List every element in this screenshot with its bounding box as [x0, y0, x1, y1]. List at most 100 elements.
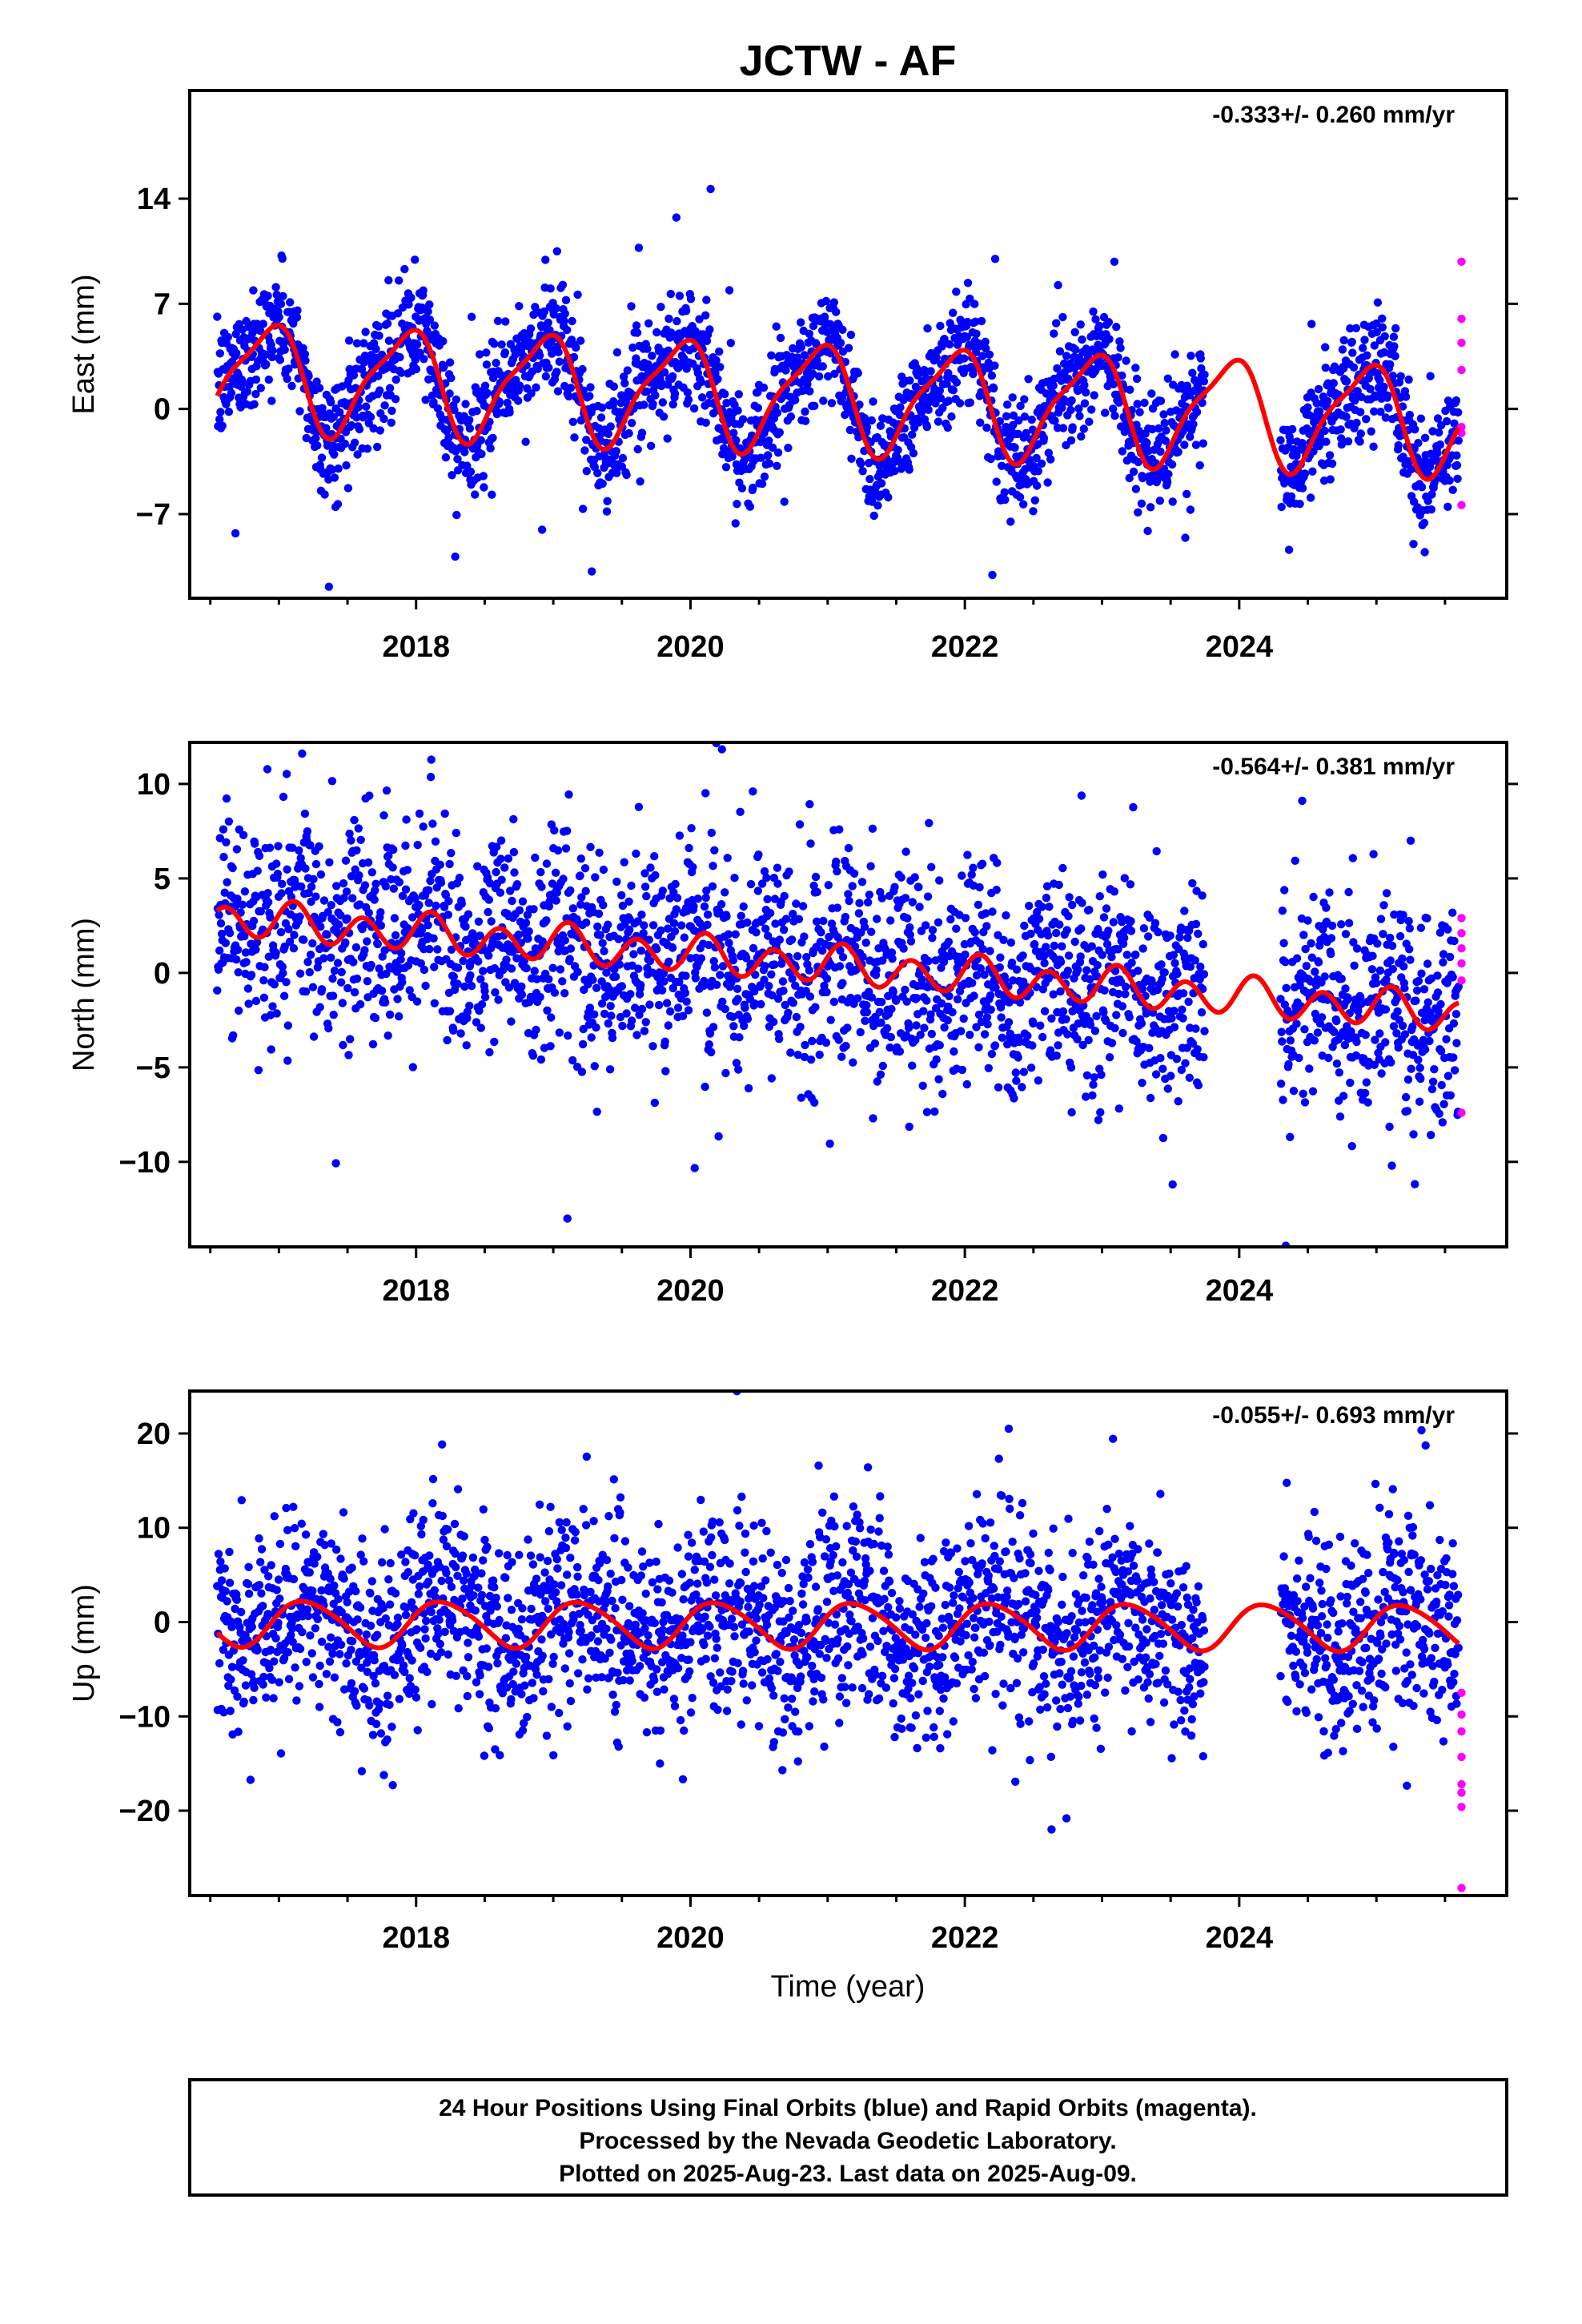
final-orbit-point	[315, 1003, 324, 1011]
x-tick-label: 2022	[931, 630, 999, 664]
final-orbit-point	[351, 865, 359, 874]
final-orbit-point	[889, 987, 897, 996]
final-orbit-point	[1291, 856, 1299, 866]
final-orbit-point	[1199, 377, 1209, 386]
final-orbit-point	[949, 308, 958, 317]
final-orbit-point	[632, 328, 642, 337]
final-orbit-point	[1337, 975, 1347, 983]
final-orbit-point	[771, 919, 780, 928]
final-orbit-point	[652, 945, 661, 954]
final-orbit-point	[905, 923, 914, 932]
final-orbit-point	[509, 814, 518, 824]
final-orbit-point	[809, 881, 818, 891]
final-orbit-point	[773, 461, 781, 470]
final-orbit-point	[255, 851, 264, 861]
final-orbit-point	[753, 404, 762, 412]
final-orbit-point	[544, 364, 553, 372]
final-orbit-point	[618, 901, 628, 911]
final-orbit-point	[797, 318, 805, 327]
final-orbit-point	[445, 1007, 455, 1015]
final-orbit-point	[515, 381, 524, 390]
final-orbit-point	[447, 373, 456, 383]
final-orbit-point	[969, 369, 978, 379]
final-orbit-point	[1393, 1007, 1402, 1016]
final-orbit-point	[436, 879, 446, 887]
final-orbit-point	[416, 959, 425, 968]
final-orbit-point	[1186, 352, 1195, 360]
final-orbit-point	[648, 1042, 657, 1051]
final-orbit-point	[278, 879, 287, 889]
final-orbit-point	[892, 996, 901, 1005]
final-orbit-point	[784, 605, 792, 613]
final-orbit-point	[701, 789, 710, 798]
final-orbit-point	[219, 852, 228, 862]
final-orbit-point	[360, 946, 369, 955]
rapid-orbit-point	[1457, 257, 1466, 266]
final-orbit-point	[873, 915, 881, 923]
final-orbit-point	[1126, 917, 1135, 926]
final-orbit-point	[981, 337, 990, 346]
final-orbit-point	[1050, 941, 1059, 951]
final-orbit-point	[530, 967, 539, 975]
final-orbit-point	[384, 336, 394, 345]
final-orbit-point	[805, 800, 814, 809]
final-orbit-point	[1363, 1098, 1372, 1107]
final-orbit-point	[521, 919, 531, 927]
final-orbit-point	[1337, 440, 1347, 449]
final-orbit-point	[606, 422, 615, 431]
final-orbit-point	[1338, 345, 1347, 354]
final-orbit-point	[1443, 1072, 1453, 1080]
final-orbit-point	[1278, 1037, 1287, 1046]
final-orbit-point	[691, 974, 700, 983]
final-orbit-point	[928, 926, 938, 935]
final-orbit-point	[1046, 455, 1055, 464]
final-orbit-point	[395, 878, 404, 887]
final-orbit-point	[935, 876, 944, 885]
final-orbit-point	[1192, 408, 1202, 416]
final-orbit-point	[697, 377, 706, 387]
final-orbit-point	[1177, 1065, 1186, 1075]
final-orbit-point	[605, 1065, 615, 1074]
final-orbit-point	[650, 852, 659, 861]
final-orbit-point	[832, 308, 841, 316]
final-orbit-point	[1302, 962, 1311, 971]
final-orbit-point	[1389, 1022, 1399, 1031]
final-orbit-point	[1411, 425, 1419, 434]
final-orbit-point	[710, 963, 720, 972]
final-orbit-point	[350, 987, 359, 997]
final-orbit-point	[632, 1031, 641, 1039]
final-orbit-point	[1386, 360, 1395, 369]
final-orbit-point	[721, 463, 731, 472]
final-orbit-point	[379, 414, 388, 424]
final-orbit-point	[1040, 959, 1049, 967]
final-orbit-point	[944, 396, 954, 405]
final-orbit-point	[837, 1052, 846, 1061]
final-orbit-point	[1181, 1059, 1190, 1068]
final-orbit-point	[1110, 257, 1119, 266]
final-orbit-point	[818, 362, 827, 371]
final-orbit-point	[457, 899, 466, 908]
final-orbit-point	[906, 937, 916, 946]
final-orbit-point	[1383, 391, 1392, 400]
final-orbit-point	[982, 1013, 992, 1022]
final-orbit-point	[844, 344, 853, 352]
final-orbit-point	[272, 1009, 281, 1018]
final-orbit-point	[1405, 945, 1414, 954]
final-orbit-point	[480, 483, 488, 492]
final-orbit-point	[955, 399, 965, 408]
final-orbit-point	[464, 910, 473, 919]
final-orbit-point	[244, 999, 253, 1008]
final-orbit-point	[1186, 432, 1195, 441]
model-fit-line	[215, 322, 1461, 482]
final-orbit-point	[1101, 408, 1110, 417]
final-orbit-point	[1115, 337, 1124, 346]
final-orbit-point	[564, 790, 573, 799]
final-orbit-point	[554, 348, 563, 356]
final-orbit-point	[504, 854, 513, 863]
final-orbit-point	[1343, 437, 1353, 446]
final-orbit-point	[801, 407, 809, 416]
final-orbit-point	[1167, 460, 1177, 469]
final-orbit-point	[551, 868, 560, 878]
final-orbit-point	[241, 948, 251, 957]
final-orbit-point	[424, 886, 433, 895]
